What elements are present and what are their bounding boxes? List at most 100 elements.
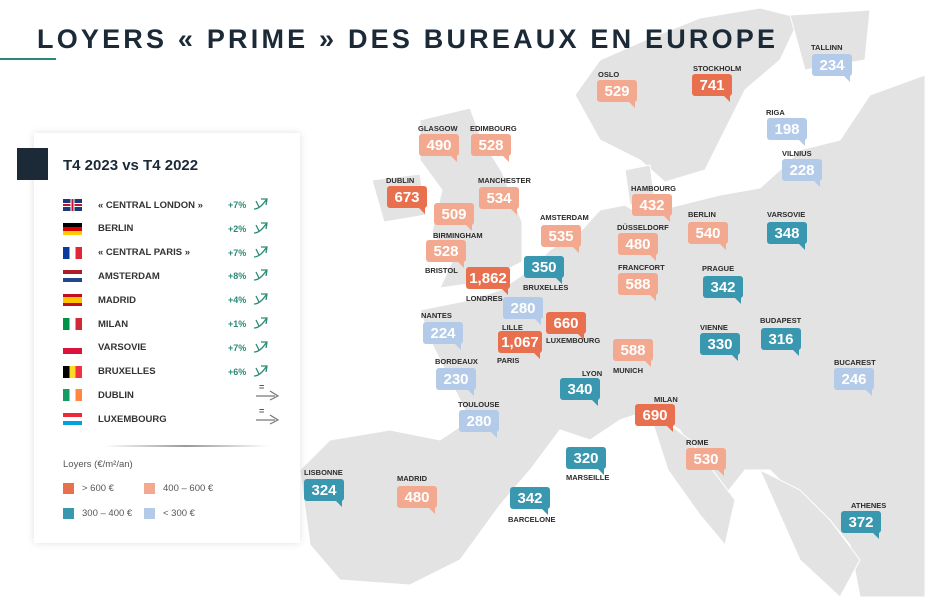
trend-stable-arrow-icon	[256, 390, 280, 401]
legend-item-400-600: 400 – 600 €	[144, 483, 213, 494]
rent-marker: 741	[692, 74, 732, 102]
title-underline	[0, 58, 56, 60]
rent-marker: 509	[434, 203, 474, 231]
trend-up-arrow-icon	[253, 341, 268, 353]
city-label: OSLO	[598, 70, 620, 79]
rent-marker: 280	[503, 297, 543, 325]
rent-value: 230	[443, 370, 469, 388]
italy-flag-icon	[63, 318, 82, 330]
row-change: +7%	[228, 247, 247, 258]
row-city: BRUXELLES	[98, 366, 156, 378]
trend-up-arrow-icon	[253, 364, 268, 377]
rent-value: 320	[573, 449, 599, 467]
row-change: +7%	[228, 200, 247, 210]
city-label: VARSOVIE	[767, 210, 806, 219]
trend-up-arrow-icon	[253, 317, 268, 329]
row-city: MILAN	[98, 318, 129, 330]
rent-value: 316	[768, 330, 794, 348]
poland-flag-icon	[63, 341, 82, 354]
rent-marker: 1,862	[466, 267, 510, 295]
city-label: LONDRES	[466, 294, 503, 303]
comparison-row: « CENTRAL LONDON » +7%	[63, 196, 268, 214]
rent-value: 340	[567, 380, 593, 398]
rent-value: 490	[426, 136, 452, 154]
city-label: ATHENES	[851, 501, 887, 510]
legend-item-below-300: < 300 €	[144, 508, 195, 519]
legend-item-above-600: > 600 €	[63, 483, 114, 494]
comparison-row: VARSOVIE +7%	[63, 339, 268, 357]
city-label: GLASGOW	[418, 124, 458, 133]
rent-marker: 490	[419, 134, 459, 162]
city-label: RIGA	[766, 108, 785, 117]
city-label: MADRID	[397, 474, 427, 483]
rent-value: 528	[433, 242, 459, 260]
comparison-panel: T4 2023 vs T4 2022 « CENTRAL LONDON » +7…	[34, 133, 300, 543]
city-label: PRAGUE	[702, 264, 735, 273]
rent-marker: 280	[459, 410, 499, 438]
rent-value: 246	[841, 370, 867, 388]
city-label: TOULOUSE	[458, 400, 500, 409]
row-change: +7%	[228, 342, 247, 353]
comparison-row: MADRID +4%	[63, 291, 268, 309]
city-label: BRISTOL	[425, 266, 458, 275]
rent-value: 530	[693, 450, 719, 468]
rent-marker: 198	[767, 118, 807, 146]
rent-marker: 234	[812, 54, 852, 82]
rent-marker: 330	[700, 333, 740, 361]
rent-value: 342	[517, 489, 543, 507]
rent-value: 234	[819, 56, 845, 74]
comparison-row: BERLIN +2%	[63, 220, 268, 238]
rent-marker: 530	[686, 448, 726, 476]
rent-value: 741	[699, 76, 725, 94]
rent-marker: 372	[841, 511, 881, 539]
row-change: +8%	[228, 271, 247, 282]
city-label: MANCHESTER	[478, 176, 531, 185]
trend-up-arrow-icon	[253, 222, 268, 234]
city-label: MUNICH	[613, 366, 643, 375]
city-label: EDIMBOURG	[470, 124, 517, 133]
belgium-flag-icon	[63, 365, 82, 378]
city-label: ROME	[686, 438, 709, 447]
rent-marker: 230	[436, 368, 476, 396]
city-label: FRANCFORT	[618, 263, 665, 272]
rent-marker: 228	[782, 159, 822, 187]
germany-flag-icon	[63, 222, 82, 235]
rent-value: 280	[466, 412, 492, 430]
city-label: BORDEAUX	[435, 357, 478, 366]
uk-flag-icon	[63, 199, 82, 211]
city-label: AMSTERDAM	[540, 213, 589, 222]
city-label: MARSEILLE	[566, 473, 610, 482]
rent-marker: 660	[546, 312, 586, 340]
rent-value: 228	[789, 161, 815, 179]
row-city: « CENTRAL PARIS »	[98, 247, 191, 259]
rent-value: 588	[620, 341, 646, 359]
rent-value: 540	[695, 224, 721, 242]
rent-value: 528	[478, 136, 504, 154]
rent-marker: 324	[304, 479, 344, 507]
rent-value: 342	[710, 278, 736, 296]
rent-value: 280	[510, 299, 536, 317]
panel-marker	[17, 148, 48, 180]
rent-value: 509	[441, 205, 467, 223]
row-change: +6%	[228, 366, 247, 377]
page-title: LOYERS « PRIME » DES BUREAUX EN EUROPE	[37, 24, 779, 54]
luxembourg-flag-icon	[63, 413, 82, 426]
rent-value: 588	[625, 275, 651, 293]
divider	[104, 445, 269, 447]
city-label: BUDAPEST	[760, 316, 802, 325]
row-change: =	[259, 406, 265, 417]
city-label: BIRMINGHAM	[433, 231, 483, 240]
rent-value: 480	[625, 235, 651, 253]
rent-marker: 673	[387, 186, 427, 214]
continent-land	[299, 74, 925, 597]
rent-marker: 528	[471, 134, 511, 162]
rent-value: 224	[430, 324, 456, 342]
row-change: +1%	[228, 319, 247, 329]
rent-value: 324	[311, 481, 337, 499]
city-label: BERLIN	[688, 210, 716, 219]
rent-value: 372	[848, 513, 874, 531]
rent-value: 1,067	[501, 333, 539, 351]
rent-value: 535	[548, 227, 574, 245]
balkans-land	[758, 468, 861, 597]
rent-marker: 224	[423, 322, 463, 350]
